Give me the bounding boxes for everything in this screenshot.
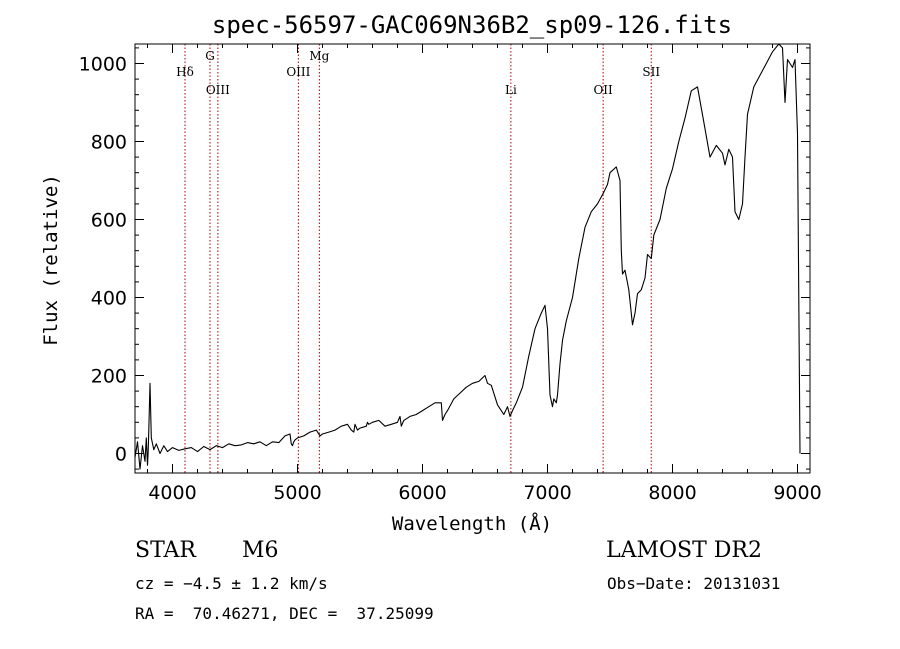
x-axis-label: Wavelength (Å)	[392, 512, 552, 535]
emission-line-label-4: Mg	[309, 49, 329, 63]
observation-date: Obs−Date: 20131031	[607, 574, 781, 593]
object-class: STAR	[135, 538, 196, 563]
survey-name: LAMOST DR2	[606, 538, 762, 563]
emission-line-label-5: Li	[505, 83, 517, 97]
emission-line-label-6: OII	[593, 83, 613, 97]
y-tick-label: 200	[91, 366, 127, 388]
x-tick-label: 7000	[523, 482, 571, 504]
x-tick-label: 4000	[148, 482, 196, 504]
emission-line-label-0: Hδ	[176, 65, 194, 79]
emission-line-label-2: OIII	[206, 83, 230, 97]
x-tick-label: 8000	[648, 482, 696, 504]
chart-title: spec-56597-GAC069N36B2_sp09-126.fits	[212, 11, 732, 39]
redshift-velocity: cz = −4.5 ± 1.2 km/s	[135, 574, 328, 593]
x-tick-label: 5000	[273, 482, 321, 504]
x-tick-label: 9000	[773, 482, 821, 504]
emission-line-label-7: SII	[642, 65, 660, 79]
y-tick-label: 600	[91, 210, 127, 232]
x-tick-label: 6000	[398, 482, 446, 504]
y-tick-label: 0	[115, 444, 127, 466]
object-subclass: M6	[242, 538, 279, 563]
emission-line-label-3: OIII	[286, 65, 310, 79]
y-tick-label: 400	[91, 288, 127, 310]
plot-frame	[134, 43, 811, 474]
y-tick-label: 1000	[79, 54, 127, 76]
coordinates: RA = 70.46271, DEC = 37.25099	[135, 604, 434, 623]
y-axis-label: Flux (relative)	[40, 174, 62, 346]
emission-line-label-1: G	[205, 49, 215, 63]
spectrum-line-0	[134, 43, 801, 470]
y-tick-label: 800	[91, 132, 127, 154]
